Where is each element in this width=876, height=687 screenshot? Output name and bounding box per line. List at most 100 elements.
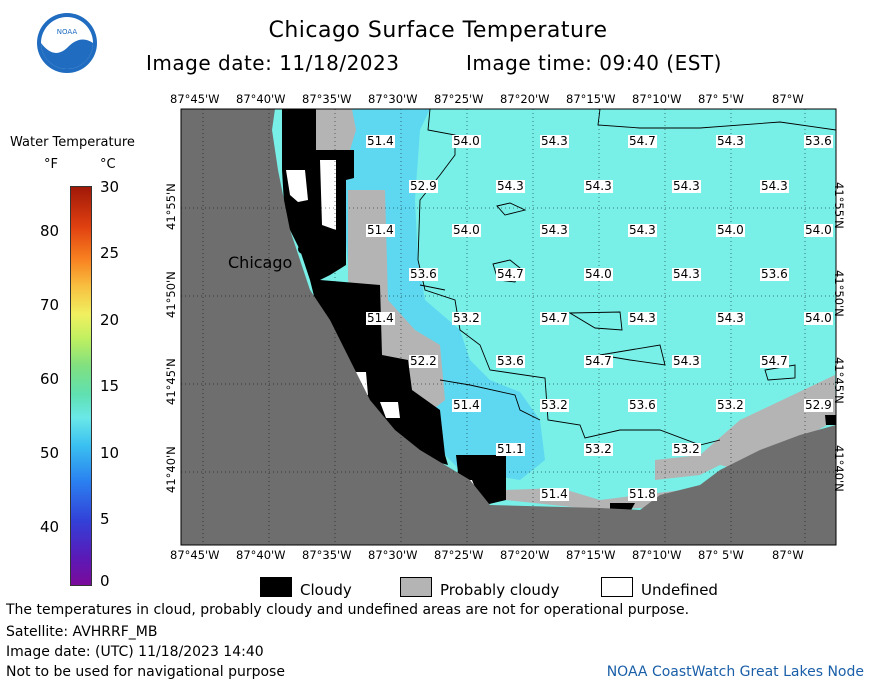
temperature-value: 53.2 <box>540 398 569 412</box>
cloudy-area <box>282 109 836 512</box>
temperature-value: 54.0 <box>584 267 613 281</box>
temperature-value: 54.7 <box>760 354 789 368</box>
temperature-value: 51.4 <box>366 311 395 325</box>
temperature-value: 54.3 <box>628 311 657 325</box>
longitude-label: 87°30'W <box>368 92 418 106</box>
undefined-label: Undefined <box>641 581 718 599</box>
temperature-value: 53.6 <box>409 267 438 281</box>
cloudy-swatch <box>260 577 292 597</box>
image-date: Image date: 11/18/2023 <box>146 51 400 75</box>
longitude-label: 87°20'W <box>500 548 550 562</box>
temperature-value: 51.1 <box>496 442 525 456</box>
latitude-label: 41°40'N <box>164 446 178 493</box>
fahrenheit-tick: 60 <box>40 370 60 388</box>
celsius-tick: 0 <box>100 572 110 590</box>
temperature-value: 54.7 <box>540 311 569 325</box>
longitude-label: 87°25'W <box>434 92 484 106</box>
unit-celsius: °C <box>100 157 116 172</box>
longitude-label: 87°40'W <box>236 92 286 106</box>
temperature-value: 51.4 <box>366 134 395 148</box>
undefined-swatch <box>601 577 633 597</box>
celsius-tick: 20 <box>100 311 120 329</box>
fahrenheit-tick: 80 <box>40 222 60 240</box>
satellite-text: Satellite: AVHRRF_MB <box>6 624 158 640</box>
utc-date-text: Image date: (UTC) 11/18/2023 14:40 <box>6 644 264 660</box>
temperature-value: 53.6 <box>760 267 789 281</box>
cloudy-label: Cloudy <box>300 581 352 599</box>
map-title: Chicago Surface Temperature <box>268 18 608 43</box>
logo-text: NOAA <box>57 28 78 36</box>
longitude-label: 87°W <box>772 548 804 562</box>
temperature-value: 54.0 <box>804 311 833 325</box>
temperature-value: 53.6 <box>496 354 525 368</box>
temperature-value: 53.2 <box>452 311 481 325</box>
temperature-value: 54.3 <box>672 267 701 281</box>
unit-fahrenheit: °F <box>44 157 58 172</box>
temperature-value: 54.0 <box>452 223 481 237</box>
longitude-label: 87° 5'W <box>698 92 744 106</box>
temperature-value: 53.2 <box>716 398 745 412</box>
latitude-label: 41°50'N <box>164 271 178 318</box>
latitude-label: 41°40'N <box>832 445 846 492</box>
temperature-value: 54.0 <box>452 134 481 148</box>
celsius-tick: 30 <box>100 178 120 196</box>
fahrenheit-tick: 70 <box>40 296 60 314</box>
disclaimer-text: The temperatures in cloud, probably clou… <box>6 602 690 618</box>
longitude-label: 87°25'W <box>434 548 484 562</box>
credit-text: NOAA CoastWatch Great Lakes Node <box>606 664 864 680</box>
latitude-label: 41°50'N <box>832 270 846 317</box>
undefined-area <box>286 160 476 490</box>
noaa-logo-icon: NOAA <box>37 13 97 73</box>
temperature-value: 54.3 <box>496 179 525 193</box>
temperature-value: 53.6 <box>628 398 657 412</box>
temperature-value: 54.3 <box>540 223 569 237</box>
temperature-value: 54.3 <box>628 223 657 237</box>
longitude-label: 87°35'W <box>302 548 352 562</box>
temperature-value: 53.6 <box>804 134 833 148</box>
longitude-label: 87°20'W <box>500 92 550 106</box>
fahrenheit-tick: 40 <box>40 518 60 536</box>
image-time: Image time: 09:40 (EST) <box>466 51 722 75</box>
longitude-label: 87°45'W <box>170 548 220 562</box>
temperature-value: 52.2 <box>409 354 438 368</box>
latitude-label: 41°55'N <box>164 183 178 230</box>
longitude-label: 87°15'W <box>566 92 616 106</box>
probably-cloudy-swatch <box>400 577 432 597</box>
temperature-value: 54.7 <box>628 134 657 148</box>
longitude-label: 87°45'W <box>170 92 220 106</box>
temperature-value: 54.0 <box>716 223 745 237</box>
celsius-tick: 10 <box>100 444 120 462</box>
temperature-contours <box>417 108 837 446</box>
chicago-marker <box>298 244 308 254</box>
city-label: Chicago <box>228 253 293 272</box>
color-bar <box>70 186 92 586</box>
latitude-label: 41°55'N <box>832 182 846 229</box>
longitude-label: 87°10'W <box>632 548 682 562</box>
longitude-label: 87°10'W <box>632 92 682 106</box>
longitude-label: 87°30'W <box>368 548 418 562</box>
temperature-value: 52.9 <box>409 179 438 193</box>
temperature-value: 54.7 <box>584 354 613 368</box>
temperature-value: 53.2 <box>584 442 613 456</box>
longitude-label: 87°15'W <box>566 548 616 562</box>
temperature-value: 54.3 <box>584 179 613 193</box>
temperature-value: 51.4 <box>366 223 395 237</box>
celsius-tick: 5 <box>100 510 110 528</box>
legend-title: Water Temperature <box>10 135 135 150</box>
navigation-warning: Not to be used for navigational purpose <box>6 664 285 680</box>
temperature-value: 54.7 <box>496 267 525 281</box>
land <box>181 109 836 545</box>
fahrenheit-tick: 50 <box>40 444 60 462</box>
probably-cloudy-label: Probably cloudy <box>440 581 560 599</box>
longitude-label: 87° 5'W <box>698 548 744 562</box>
temperature-value: 54.3 <box>760 179 789 193</box>
temperature-value: 51.4 <box>452 398 481 412</box>
temperature-value: 53.2 <box>672 442 701 456</box>
longitude-label: 87°W <box>772 92 804 106</box>
temperature-value: 52.9 <box>804 398 833 412</box>
temperature-value: 54.3 <box>672 354 701 368</box>
temperature-value: 54.3 <box>716 311 745 325</box>
temperature-value: 54.3 <box>716 134 745 148</box>
temperature-value: 51.8 <box>628 487 657 501</box>
